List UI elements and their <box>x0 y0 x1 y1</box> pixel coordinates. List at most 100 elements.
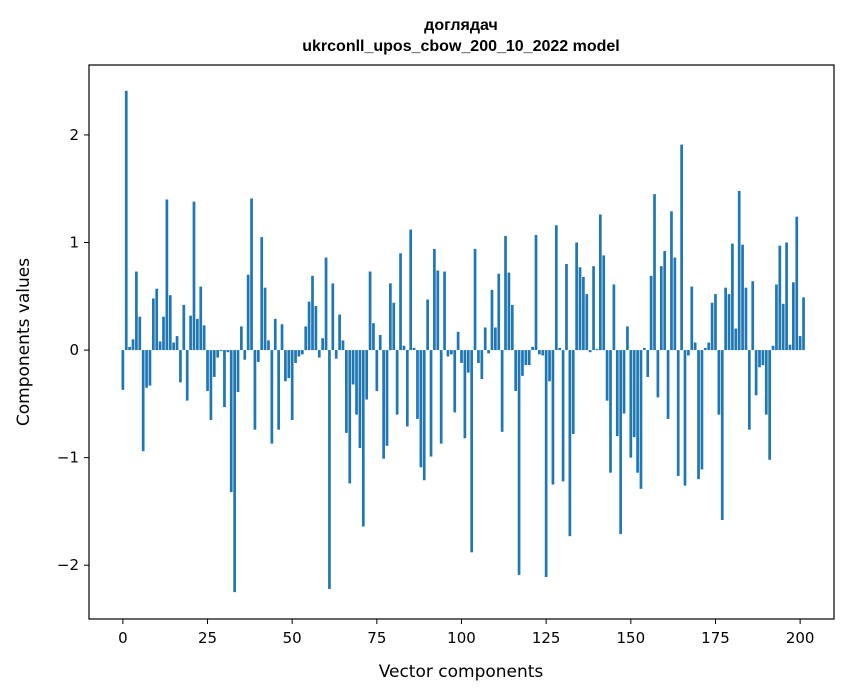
bar-190 <box>764 350 768 415</box>
bar-70 <box>358 350 362 448</box>
bar-173 <box>707 342 711 351</box>
bar-31 <box>226 350 230 353</box>
x-tick-label: 175 <box>701 629 730 647</box>
y-tick-label: −2 <box>57 556 79 574</box>
bar-16 <box>175 336 179 351</box>
bar-161 <box>666 350 670 419</box>
bar-95 <box>443 271 446 351</box>
bar-183 <box>741 244 744 351</box>
y-axis-label: Components values <box>14 258 34 426</box>
bar-133 <box>571 350 575 434</box>
bar-179 <box>727 294 731 351</box>
bar-149 <box>626 326 629 351</box>
bar-1 <box>124 90 128 351</box>
bar-43 <box>267 340 270 351</box>
bar-100 <box>460 350 463 363</box>
bar-174 <box>710 302 714 351</box>
bar-2 <box>128 346 131 351</box>
bar-41 <box>260 237 264 351</box>
bar-187 <box>754 350 758 396</box>
bar-4 <box>135 271 138 351</box>
bar-36 <box>243 350 247 360</box>
bar-199 <box>795 216 799 351</box>
bar-116 <box>514 350 518 391</box>
bar-134 <box>575 242 578 351</box>
bar-25 <box>206 350 209 391</box>
bar-53 <box>300 350 304 355</box>
bar-141 <box>598 214 602 351</box>
bar-185 <box>747 350 751 430</box>
bar-180 <box>731 243 734 351</box>
bar-168 <box>690 286 694 351</box>
bar-3 <box>131 339 135 351</box>
chart-title-line1: доглядач <box>424 17 498 34</box>
bar-148 <box>622 350 626 414</box>
bar-69 <box>355 350 358 415</box>
x-tick-label: 75 <box>367 629 386 647</box>
bar-144 <box>609 350 612 473</box>
bar-126 <box>548 350 551 382</box>
bar-73 <box>368 271 372 351</box>
bar-42 <box>263 287 267 351</box>
bar-20 <box>189 315 192 351</box>
bar-184 <box>744 287 748 351</box>
bar-123 <box>538 350 541 355</box>
bar-125 <box>544 350 548 578</box>
bar-110 <box>494 327 497 351</box>
bar-101 <box>463 350 467 439</box>
bar-88 <box>419 350 423 468</box>
bar-188 <box>758 350 761 368</box>
bar-17 <box>179 350 182 383</box>
bar-97 <box>449 350 453 355</box>
bar-112 <box>500 350 504 432</box>
bar-154 <box>643 347 646 351</box>
bar-0 <box>121 350 125 390</box>
bar-45 <box>273 318 277 351</box>
bar-63 <box>334 350 338 359</box>
bar-71 <box>361 350 365 527</box>
bar-103 <box>470 350 474 553</box>
bar-75 <box>375 350 379 391</box>
bar-120 <box>527 350 531 366</box>
bar-105 <box>477 350 480 363</box>
bar-139 <box>592 266 595 351</box>
bar-55 <box>307 301 311 351</box>
bar-87 <box>416 350 419 419</box>
bar-series <box>121 90 805 593</box>
y-tick-label: 0 <box>69 341 79 359</box>
x-tick-label: 150 <box>616 629 645 647</box>
x-axis-label: Vector components <box>379 662 544 682</box>
bar-146 <box>615 350 619 437</box>
bar-198 <box>792 282 795 351</box>
bar-61 <box>328 350 331 589</box>
bar-127 <box>551 350 555 485</box>
bar-47 <box>280 324 284 351</box>
bar-7 <box>145 350 148 388</box>
bar-64 <box>338 314 341 351</box>
x-tick-label: 25 <box>198 629 217 647</box>
bar-58 <box>317 350 321 358</box>
bar-91 <box>429 350 433 457</box>
bar-140 <box>595 348 599 351</box>
bar-11 <box>158 341 162 351</box>
bar-93 <box>436 270 440 351</box>
bar-96 <box>446 350 450 357</box>
bar-56 <box>311 275 314 351</box>
bar-13 <box>165 199 169 351</box>
y-axis: −2 −1 0 1 2 <box>57 126 89 574</box>
bar-26 <box>209 350 213 420</box>
bar-6 <box>141 350 145 452</box>
bar-28 <box>216 350 220 358</box>
bar-84 <box>405 350 409 427</box>
bar-193 <box>775 284 778 351</box>
bar-186 <box>751 281 755 351</box>
bar-57 <box>314 305 318 351</box>
bar-60 <box>324 257 328 351</box>
bar-54 <box>304 326 308 351</box>
bar-189 <box>761 350 765 366</box>
bar-19 <box>185 350 189 401</box>
chart-title-line2: ukrconll_upos_cbow_200_10_2022 model <box>302 38 619 55</box>
bar-143 <box>605 350 609 401</box>
x-tick-label: 50 <box>283 629 302 647</box>
